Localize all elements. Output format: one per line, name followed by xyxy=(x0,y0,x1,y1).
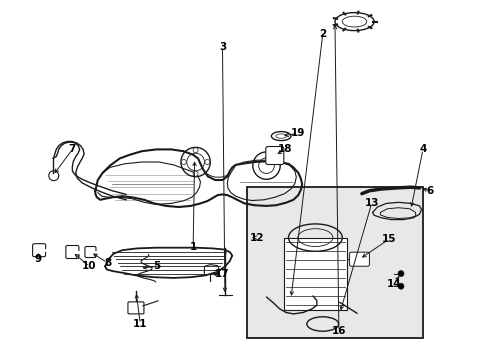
Text: 18: 18 xyxy=(277,144,292,154)
Circle shape xyxy=(397,271,403,276)
Text: 9: 9 xyxy=(34,254,41,264)
FancyBboxPatch shape xyxy=(85,247,96,257)
Bar xyxy=(246,187,422,338)
FancyBboxPatch shape xyxy=(265,147,283,165)
Text: 4: 4 xyxy=(418,144,426,154)
FancyBboxPatch shape xyxy=(66,246,79,258)
Text: 3: 3 xyxy=(219,42,225,52)
FancyBboxPatch shape xyxy=(33,244,45,257)
Text: 14: 14 xyxy=(386,279,400,289)
Text: 12: 12 xyxy=(249,233,264,243)
Text: 16: 16 xyxy=(331,326,346,336)
FancyBboxPatch shape xyxy=(349,252,368,266)
Text: 13: 13 xyxy=(364,198,378,208)
Text: 7: 7 xyxy=(68,144,76,154)
Circle shape xyxy=(193,148,198,153)
FancyBboxPatch shape xyxy=(128,302,143,314)
Circle shape xyxy=(181,159,186,165)
Text: 19: 19 xyxy=(290,128,305,138)
Circle shape xyxy=(204,159,209,165)
Text: 6: 6 xyxy=(426,186,433,196)
Text: 17: 17 xyxy=(215,269,229,279)
Text: 11: 11 xyxy=(133,319,147,329)
Text: 1: 1 xyxy=(189,242,196,252)
Text: 15: 15 xyxy=(381,234,395,244)
Circle shape xyxy=(397,283,403,289)
Bar xyxy=(283,238,346,310)
Circle shape xyxy=(193,171,198,176)
Text: 2: 2 xyxy=(319,29,325,39)
Text: 10: 10 xyxy=(82,261,97,271)
Text: 8: 8 xyxy=(104,258,111,268)
Text: 5: 5 xyxy=(153,261,160,271)
